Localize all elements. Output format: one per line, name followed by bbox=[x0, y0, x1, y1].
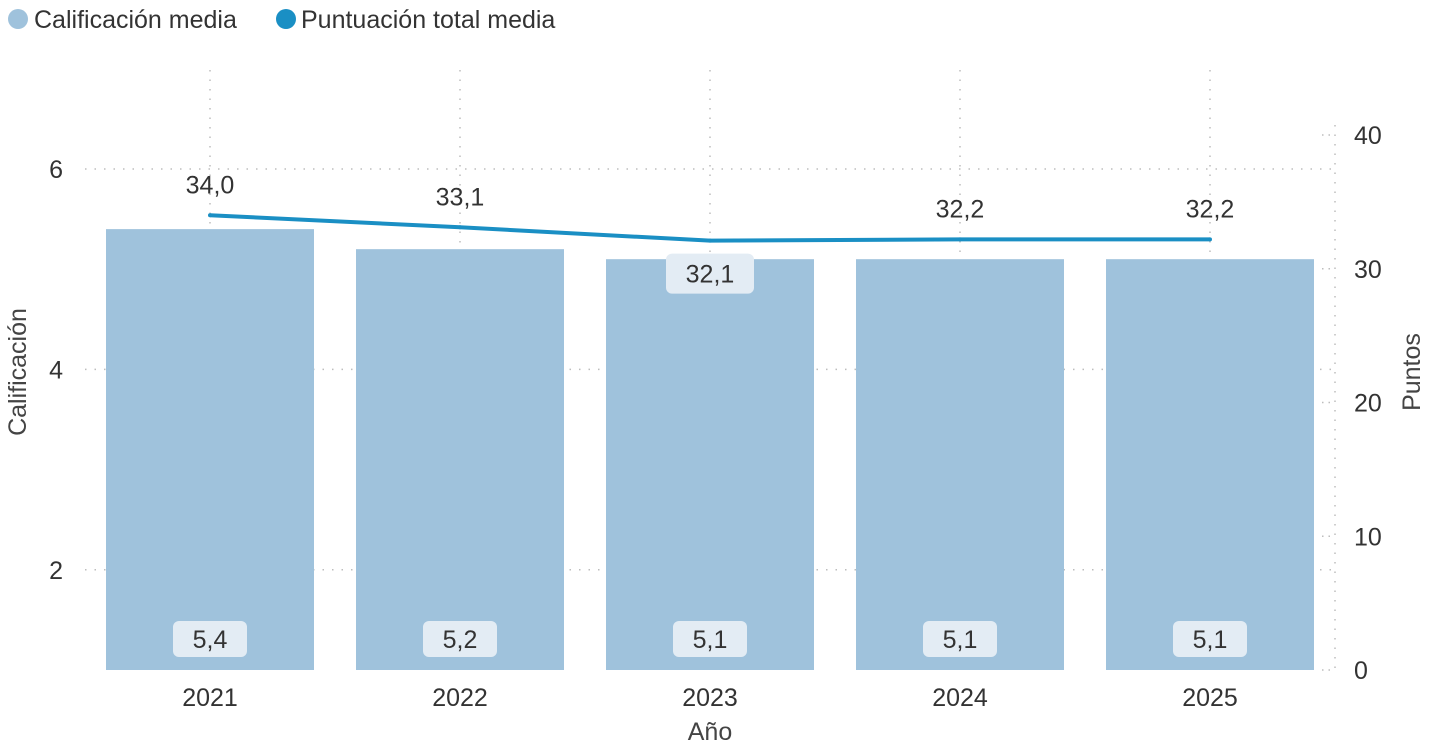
bar-label-bg bbox=[673, 621, 747, 657]
data-labels: 5,4 5,2 5,1 5,1 5,1 34,0 33,1 32,1 32,2 32,2 bbox=[173, 171, 1247, 657]
bar-2025 bbox=[1106, 259, 1314, 670]
y2-tick-label: 30 bbox=[1354, 256, 1382, 284]
bar-series bbox=[106, 229, 1314, 670]
line-value-label: 32,2 bbox=[1186, 195, 1235, 223]
line-point-2021 bbox=[208, 213, 212, 218]
line-series bbox=[208, 213, 1212, 243]
bar-label-bg bbox=[923, 621, 997, 657]
line-point-2023 bbox=[708, 238, 712, 243]
line-value-label: 32,1 bbox=[686, 261, 735, 289]
x-tick-label: 2021 bbox=[182, 684, 238, 712]
x-tick-label: 2023 bbox=[682, 684, 738, 712]
line-value-label: 33,1 bbox=[436, 183, 485, 211]
bar-label-bg bbox=[173, 621, 247, 657]
y2-tick-label: 0 bbox=[1354, 657, 1368, 685]
legend-marker-calificacion-media bbox=[8, 9, 28, 29]
gridlines bbox=[85, 70, 1336, 671]
line-puntuacion-total-media bbox=[209, 213, 1210, 243]
line-point-2022 bbox=[458, 225, 462, 230]
y-axis-title: Calificación bbox=[4, 308, 32, 436]
legend-label-puntuacion-total-media: Puntuación total media bbox=[301, 6, 555, 34]
x-axis-title: Año bbox=[688, 718, 732, 746]
y2-tick-label: 20 bbox=[1354, 390, 1382, 418]
bar-2022 bbox=[356, 249, 564, 670]
bar-label-bg bbox=[423, 621, 497, 657]
bar-label-bg bbox=[1173, 621, 1247, 657]
bar-value-label: 5,1 bbox=[693, 626, 728, 654]
y-tick-label: 2 bbox=[49, 557, 63, 585]
x-tick-label: 2024 bbox=[932, 684, 988, 712]
line-label-bg bbox=[666, 253, 754, 294]
bar-2021 bbox=[106, 229, 314, 670]
x-tick-label: 2022 bbox=[432, 684, 488, 712]
line-value-label: 34,0 bbox=[186, 171, 235, 199]
legend: Calificación media Puntuación total medi… bbox=[8, 6, 555, 34]
axes: 2 4 6 0 10 20 30 40 2021 2022 2023 2024 2025 bbox=[49, 122, 1382, 712]
y2-tick-label: 40 bbox=[1354, 122, 1382, 150]
bar-value-label: 5,1 bbox=[1193, 626, 1228, 654]
bar-2023 bbox=[606, 259, 814, 670]
bar-value-label: 5,4 bbox=[193, 626, 228, 654]
legend-marker-puntuacion-total-media bbox=[276, 9, 296, 29]
y2-tick-label: 10 bbox=[1354, 523, 1382, 551]
legend-label-calificacion-media: Calificación media bbox=[34, 6, 237, 34]
bar-value-label: 5,1 bbox=[943, 626, 978, 654]
y-tick-label: 6 bbox=[49, 156, 63, 184]
x-tick-label: 2025 bbox=[1182, 684, 1238, 712]
line-value-label: 32,2 bbox=[936, 195, 985, 223]
y2-axis-title: Puntos bbox=[1398, 333, 1426, 411]
bar-value-label: 5,2 bbox=[443, 626, 478, 654]
line-point-2025 bbox=[1208, 237, 1212, 242]
bar-2024 bbox=[856, 259, 1064, 670]
y-tick-label: 4 bbox=[49, 356, 63, 384]
line-point-2024 bbox=[958, 237, 962, 242]
